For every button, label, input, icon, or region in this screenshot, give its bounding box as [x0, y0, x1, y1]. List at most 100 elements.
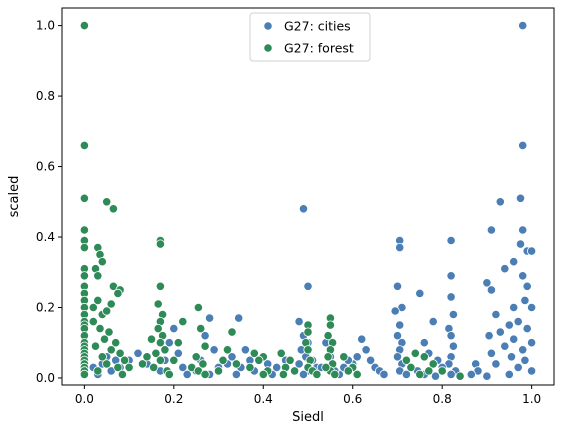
data-point: [430, 371, 441, 381]
y-tick-label: 0.0: [36, 371, 55, 385]
data-point: [484, 331, 494, 341]
data-point: [518, 21, 528, 31]
data-point: [446, 235, 456, 246]
data-point: [518, 225, 528, 235]
data-point: [99, 334, 110, 344]
data-point: [509, 334, 519, 344]
data-point: [285, 355, 295, 365]
x-tick-label: 0.2: [164, 392, 183, 406]
data-point: [466, 369, 476, 379]
data-point: [506, 352, 517, 362]
data-point: [495, 327, 505, 337]
data-point: [106, 345, 116, 355]
data-point: [509, 257, 519, 267]
data-point: [455, 371, 465, 381]
data-point: [93, 295, 103, 305]
legend: G27: cities G27: forest: [249, 12, 371, 62]
data-point: [164, 338, 174, 348]
data-point: [352, 369, 362, 379]
data-point: [339, 352, 349, 362]
data-point: [133, 348, 143, 358]
data-point: [245, 362, 255, 372]
data-point: [520, 295, 530, 305]
data-point: [178, 362, 188, 372]
data-point: [146, 334, 157, 344]
data-point: [234, 313, 244, 323]
data-point: [227, 352, 237, 362]
data-point: [218, 355, 228, 365]
data-point: [200, 331, 210, 341]
x-axis: 0.0 0.2 0.4 0.6 0.8 1.0: [75, 385, 541, 406]
data-point: [93, 366, 103, 376]
data-point: [155, 281, 165, 291]
data-point: [419, 338, 429, 348]
data-point: [153, 323, 163, 334]
data-point: [169, 323, 179, 334]
data-point: [518, 140, 528, 150]
data-point: [500, 264, 510, 274]
data-point: [526, 302, 537, 313]
data-point: [178, 316, 188, 327]
data-point: [102, 197, 112, 207]
data-point: [155, 355, 165, 365]
data-point: [491, 309, 501, 320]
data-point: [504, 369, 514, 379]
plot-area: [61, 7, 555, 386]
data-point: [482, 278, 492, 288]
data-point: [415, 288, 425, 298]
data-point: [352, 352, 362, 362]
data-point: [491, 359, 501, 369]
data-point: [155, 338, 165, 348]
data-point: [446, 369, 456, 379]
data-point: [446, 331, 456, 341]
data-point: [104, 327, 114, 337]
data-point: [303, 281, 313, 291]
data-point: [200, 369, 210, 379]
y-tick-label: 0.8: [36, 89, 55, 103]
legend-frame: [249, 12, 371, 62]
data-point: [415, 369, 425, 379]
data-point: [343, 366, 353, 376]
data-point: [149, 362, 159, 372]
x-tick-label: 0.4: [254, 392, 273, 406]
data-point: [486, 285, 496, 295]
data-point: [448, 341, 458, 351]
data-point: [155, 239, 165, 249]
data-point: [406, 362, 416, 372]
data-point: [379, 369, 389, 379]
data-point: [513, 362, 523, 372]
points-layer: [79, 21, 537, 381]
data-point: [482, 371, 492, 381]
data-point: [79, 243, 90, 253]
data-point: [276, 348, 286, 358]
data-point: [298, 369, 309, 379]
data-point: [401, 355, 411, 365]
data-point: [495, 197, 505, 207]
data-point: [169, 355, 179, 365]
data-point: [124, 362, 134, 372]
data-point: [79, 193, 90, 203]
y-tick-label: 1.0: [36, 19, 55, 33]
data-point: [518, 345, 528, 355]
y-axis: 0.0 0.2 0.4 0.6 0.8 1.0: [36, 19, 62, 385]
data-point: [424, 366, 434, 376]
y-tick-label: 0.6: [36, 160, 55, 174]
data-point: [410, 348, 420, 358]
data-point: [227, 327, 237, 337]
data-point: [392, 331, 403, 341]
data-point: [95, 323, 105, 334]
data-point: [392, 281, 403, 291]
data-point: [325, 320, 335, 330]
data-point: [231, 369, 241, 379]
data-point: [513, 316, 523, 327]
data-point: [213, 366, 224, 376]
data-point: [330, 369, 340, 379]
data-point: [437, 366, 447, 376]
data-point: [90, 341, 101, 351]
data-point: [102, 359, 112, 369]
data-point: [240, 345, 250, 355]
data-point: [294, 316, 304, 327]
data-point: [120, 355, 130, 365]
data-point: [446, 271, 456, 281]
data-point: [196, 323, 206, 334]
